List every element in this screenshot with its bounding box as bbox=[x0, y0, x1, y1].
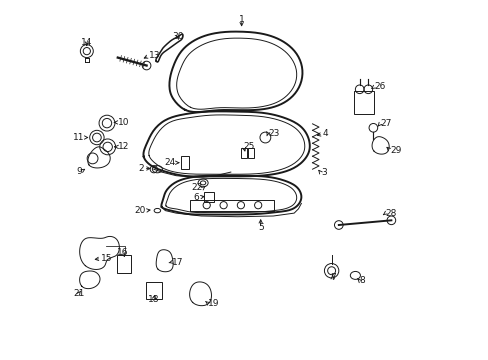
Text: 4: 4 bbox=[322, 129, 328, 138]
Text: 22: 22 bbox=[191, 184, 203, 192]
Text: 18: 18 bbox=[148, 295, 159, 304]
Text: 10: 10 bbox=[118, 118, 129, 127]
Text: 3: 3 bbox=[320, 168, 326, 177]
Text: 26: 26 bbox=[374, 82, 386, 91]
Text: 23: 23 bbox=[267, 129, 279, 138]
Text: 24: 24 bbox=[164, 158, 175, 167]
Text: 9: 9 bbox=[76, 166, 81, 175]
Text: 16: 16 bbox=[117, 248, 128, 257]
Text: 30: 30 bbox=[172, 32, 183, 41]
Text: 28: 28 bbox=[385, 209, 396, 217]
Text: 27: 27 bbox=[380, 118, 391, 127]
Text: 2: 2 bbox=[138, 164, 143, 173]
Text: 25: 25 bbox=[244, 143, 255, 152]
Text: 1: 1 bbox=[238, 15, 244, 24]
Text: 11: 11 bbox=[73, 133, 84, 142]
Text: 13: 13 bbox=[149, 51, 160, 60]
Text: 12: 12 bbox=[118, 143, 129, 152]
Text: 29: 29 bbox=[389, 146, 401, 155]
Text: 17: 17 bbox=[171, 258, 183, 266]
Text: 7: 7 bbox=[329, 274, 335, 282]
Text: 20: 20 bbox=[134, 206, 145, 215]
Text: 5: 5 bbox=[257, 223, 263, 232]
Text: 14: 14 bbox=[81, 38, 92, 47]
Text: 6: 6 bbox=[193, 193, 199, 202]
Text: 8: 8 bbox=[359, 276, 365, 285]
Text: 15: 15 bbox=[101, 254, 113, 263]
Text: 21: 21 bbox=[73, 289, 84, 298]
Text: 19: 19 bbox=[207, 299, 219, 307]
